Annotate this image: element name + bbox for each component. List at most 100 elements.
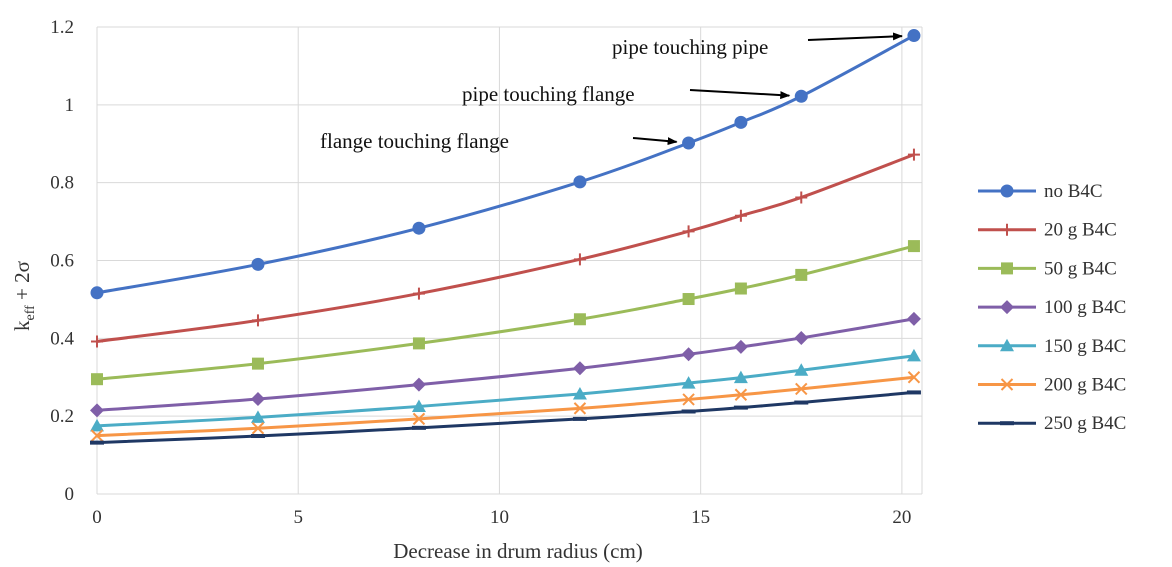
legend-item: 200 g B4C bbox=[978, 375, 1126, 396]
data-point bbox=[907, 29, 921, 43]
x-axis-ticks: 0 5 10 15 20 bbox=[92, 507, 911, 528]
data-point bbox=[734, 115, 748, 129]
data-point bbox=[794, 363, 809, 376]
annotation: flange touching flange bbox=[320, 129, 678, 153]
y-tick-label: 0.2 bbox=[50, 406, 74, 427]
data-point bbox=[682, 225, 695, 238]
data-point bbox=[733, 405, 748, 410]
data-point bbox=[412, 337, 425, 350]
legend-marker bbox=[1001, 223, 1013, 236]
data-point bbox=[906, 348, 921, 362]
legend-label: no B4C bbox=[1044, 181, 1103, 202]
data-point bbox=[251, 314, 264, 327]
legend-marker bbox=[1001, 262, 1013, 275]
legend-label: 50 g B4C bbox=[1044, 258, 1117, 279]
data-point bbox=[794, 89, 808, 103]
y-tick-label: 0.8 bbox=[50, 173, 74, 194]
data-point bbox=[734, 388, 748, 401]
data-point bbox=[250, 392, 265, 407]
annotation: pipe touching pipe bbox=[612, 32, 903, 59]
y-axis-title: keff + 2σ bbox=[10, 261, 38, 331]
data-point bbox=[411, 425, 426, 430]
data-point bbox=[91, 373, 103, 386]
y-axis-title-rest: + 2σ bbox=[10, 261, 34, 305]
legend-marker bbox=[1000, 300, 1014, 315]
series-150-g-b4c bbox=[90, 348, 921, 432]
series-line bbox=[96, 34, 915, 295]
data-point bbox=[794, 330, 809, 345]
legend-item: 150 g B4C bbox=[978, 336, 1126, 357]
data-point bbox=[90, 286, 104, 300]
x-tick-label: 0 bbox=[92, 507, 102, 528]
series-no-b4c bbox=[90, 29, 921, 300]
y-axis-title-subscript: eff bbox=[23, 305, 38, 321]
data-point bbox=[572, 386, 587, 400]
y-tick-label: 0.4 bbox=[50, 328, 74, 349]
data-point bbox=[251, 422, 265, 435]
x-tick-label: 20 bbox=[892, 507, 911, 528]
legend-marker bbox=[1000, 338, 1014, 352]
data-point bbox=[411, 399, 426, 412]
series-line bbox=[96, 375, 915, 438]
y-axis-ticks: 0 0.2 0.4 0.6 0.8 1 1.2 bbox=[50, 17, 74, 505]
gridlines bbox=[96, 26, 923, 495]
x-tick-label: 10 bbox=[490, 507, 509, 528]
annotation-arrow bbox=[689, 89, 791, 100]
series-50-g-b4c bbox=[91, 240, 920, 386]
data-point bbox=[251, 357, 264, 370]
data-point bbox=[681, 409, 696, 414]
legend-item: 20 g B4C bbox=[978, 220, 1117, 241]
series-line bbox=[96, 244, 915, 381]
annotation-arrow bbox=[807, 32, 903, 41]
data-point bbox=[906, 311, 921, 326]
legend-item: no B4C bbox=[978, 181, 1103, 202]
data-point bbox=[734, 282, 747, 295]
data-point bbox=[250, 410, 265, 423]
series-line bbox=[96, 317, 915, 412]
legend-label: 150 g B4C bbox=[1044, 336, 1126, 357]
data-point bbox=[573, 175, 587, 189]
x-axis-title: Decrease in drum radius (cm) bbox=[393, 539, 643, 563]
data-point bbox=[906, 390, 921, 395]
data-point bbox=[572, 416, 587, 421]
legend-marker bbox=[1000, 421, 1014, 426]
data-point bbox=[907, 371, 921, 384]
data-point bbox=[412, 221, 426, 235]
data-point bbox=[794, 400, 809, 405]
legend-item: 100 g B4C bbox=[978, 297, 1126, 318]
annotation-arrow bbox=[632, 137, 678, 146]
plot-series bbox=[90, 29, 921, 445]
data-point bbox=[733, 339, 748, 354]
data-point bbox=[682, 393, 695, 406]
data-point bbox=[795, 191, 808, 204]
legend-item: 50 g B4C bbox=[978, 258, 1117, 279]
annotation: pipe touching flange bbox=[462, 82, 791, 106]
legend-item: 250 g B4C bbox=[978, 413, 1126, 434]
data-point bbox=[412, 412, 426, 426]
data-point bbox=[412, 287, 425, 300]
data-point bbox=[90, 403, 104, 418]
data-point bbox=[90, 418, 104, 432]
legend-label: 100 g B4C bbox=[1044, 297, 1126, 318]
series-250-g-b4c bbox=[90, 390, 921, 445]
data-point bbox=[682, 136, 696, 150]
legend: no B4C 20 g B4C 50 g B4C 100 g B4C 150 g B4C… bbox=[978, 181, 1126, 434]
data-point bbox=[90, 440, 104, 445]
annotation-text: flange touching flange bbox=[320, 129, 509, 153]
y-tick-label: 0.6 bbox=[50, 251, 74, 272]
data-point bbox=[250, 434, 265, 439]
data-point bbox=[573, 253, 586, 266]
legend-label: 200 g B4C bbox=[1044, 375, 1126, 396]
data-point bbox=[795, 382, 808, 396]
legend-label: 20 g B4C bbox=[1044, 220, 1117, 241]
y-tick-label: 1.2 bbox=[50, 17, 74, 38]
data-point bbox=[573, 313, 586, 326]
legend-label: 250 g B4C bbox=[1044, 413, 1126, 434]
data-point bbox=[251, 257, 265, 271]
data-point bbox=[795, 268, 808, 281]
series-100-g-b4c bbox=[90, 311, 921, 418]
annotation-text: pipe touching pipe bbox=[612, 35, 768, 59]
data-point bbox=[682, 293, 695, 306]
legend-marker bbox=[1000, 184, 1014, 198]
